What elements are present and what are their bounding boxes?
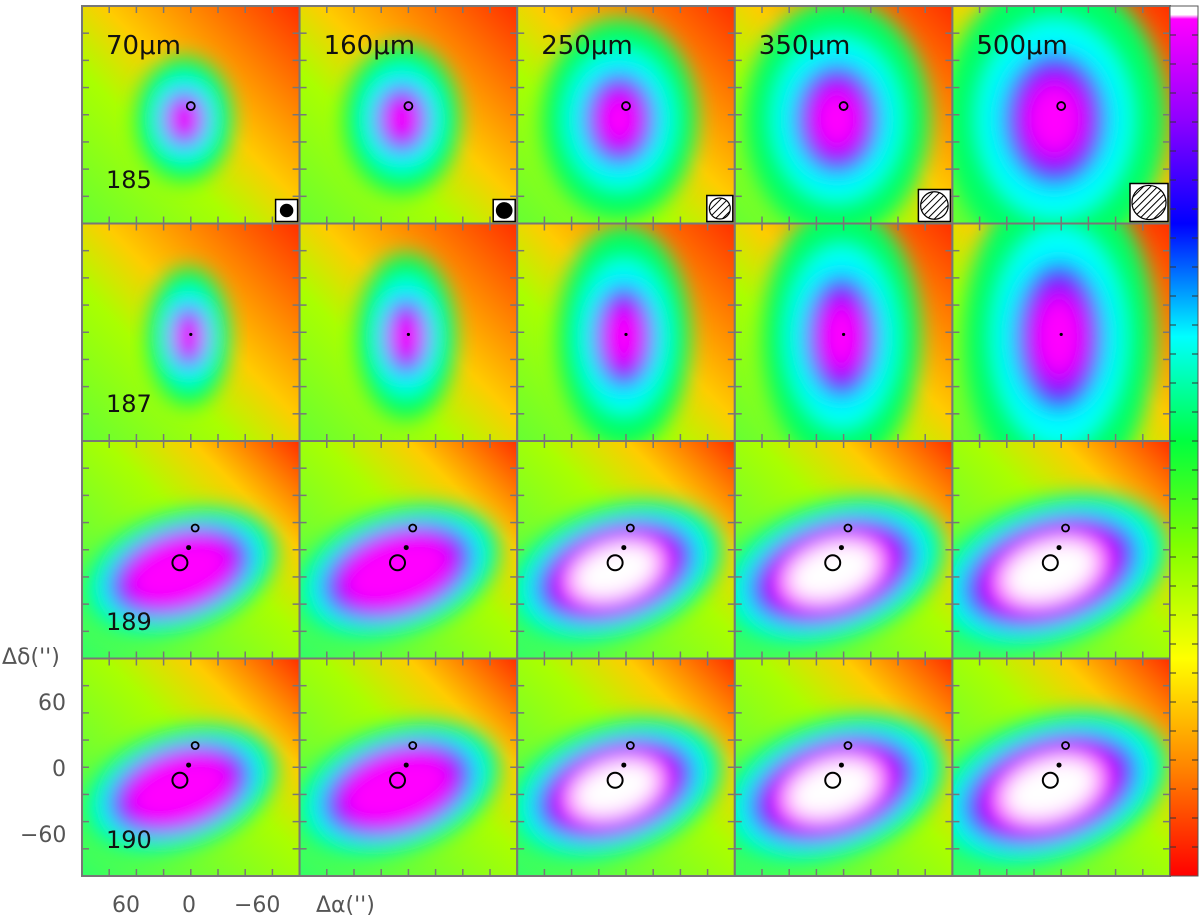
panel-190-1 xyxy=(298,657,519,877)
source-marker xyxy=(389,554,407,572)
source-marker xyxy=(403,101,414,111)
source-marker xyxy=(186,545,192,551)
y-tick-0: 0 xyxy=(52,757,66,782)
source-marker xyxy=(843,523,853,533)
source-marker xyxy=(621,101,631,111)
panel-189-0 xyxy=(81,440,301,660)
x-axis-label: Δα('') xyxy=(316,893,375,917)
source-marker xyxy=(1061,741,1070,750)
panel-overlays: 70μm 160μm 250μm 350μm 500μm 185 187 189 190 xyxy=(106,31,1068,854)
source-label-189: 189 xyxy=(106,608,152,636)
source-marker xyxy=(403,762,409,768)
source-marker xyxy=(1059,332,1063,337)
y-tick-minus60: −60 xyxy=(20,823,66,848)
source-marker xyxy=(1041,554,1059,572)
source-marker xyxy=(403,545,409,551)
source-marker xyxy=(189,332,193,337)
source-marker xyxy=(389,771,407,789)
panel-190-4 xyxy=(951,657,1172,877)
wavelength-label-3: 350μm xyxy=(759,31,851,61)
panel-187-2 xyxy=(516,222,736,442)
source-label-187: 187 xyxy=(106,390,152,418)
source-marker xyxy=(1056,762,1062,768)
map-panels xyxy=(81,5,1172,877)
source-marker xyxy=(838,545,844,551)
wavelength-label-2: 250μm xyxy=(541,31,633,61)
source-marker xyxy=(190,741,200,750)
colorbar xyxy=(1169,5,1199,877)
panel-185-1 xyxy=(298,5,519,225)
source-marker xyxy=(1041,771,1059,789)
panel-187-4 xyxy=(951,222,1172,442)
source-marker xyxy=(406,332,410,337)
source-marker xyxy=(624,332,628,337)
source-marker xyxy=(824,554,842,572)
beam-icon xyxy=(920,191,949,220)
panel-190-0 xyxy=(81,657,301,877)
source-marker xyxy=(606,554,624,572)
source-marker xyxy=(190,523,200,533)
panel-189-2 xyxy=(516,440,736,660)
source-label-190: 190 xyxy=(106,826,152,854)
x-tick-minus60: −60 xyxy=(234,893,280,917)
panel-185-2 xyxy=(516,5,736,225)
beam-icon xyxy=(279,203,294,218)
source-marker xyxy=(185,101,196,111)
beam-icon xyxy=(1131,184,1167,221)
source-marker xyxy=(842,332,846,337)
panel-190-2 xyxy=(516,657,736,877)
source-marker xyxy=(843,741,853,750)
source-marker xyxy=(1056,101,1067,111)
source-marker xyxy=(171,771,189,789)
beam-icon xyxy=(708,197,731,220)
source-marker xyxy=(186,762,192,768)
y-tick-60: 60 xyxy=(38,691,66,716)
source-marker xyxy=(621,545,627,551)
source-marker xyxy=(1056,545,1062,551)
panel-185-3 xyxy=(733,5,954,225)
wavelength-label-0: 70μm xyxy=(106,31,181,61)
source-marker xyxy=(838,762,844,768)
source-marker xyxy=(171,554,189,572)
panel-187-0 xyxy=(81,222,301,442)
x-tick-0: 0 xyxy=(182,893,196,917)
panel-185-4 xyxy=(951,5,1172,225)
source-label-185: 185 xyxy=(106,166,152,194)
source-marker xyxy=(625,741,635,750)
source-marker xyxy=(625,523,635,533)
source-marker xyxy=(408,741,418,750)
source-marker xyxy=(838,101,849,111)
beam-icon xyxy=(495,202,513,219)
source-marker xyxy=(824,771,842,789)
wavelength-label-4: 500μm xyxy=(976,31,1068,61)
y-axis-label: Δδ('') xyxy=(2,645,60,670)
x-tick-60: 60 xyxy=(112,893,140,917)
panel-189-4 xyxy=(951,440,1172,660)
panel-187-3 xyxy=(733,222,954,442)
panel-189-3 xyxy=(733,440,954,660)
panel-189-1 xyxy=(298,440,519,660)
source-marker xyxy=(408,523,418,533)
source-marker xyxy=(1061,523,1070,533)
panel-190-3 xyxy=(733,657,954,877)
source-marker xyxy=(606,771,624,789)
source-marker xyxy=(621,762,627,768)
wavelength-label-1: 160μm xyxy=(324,31,416,61)
panel-187-1 xyxy=(298,222,519,442)
